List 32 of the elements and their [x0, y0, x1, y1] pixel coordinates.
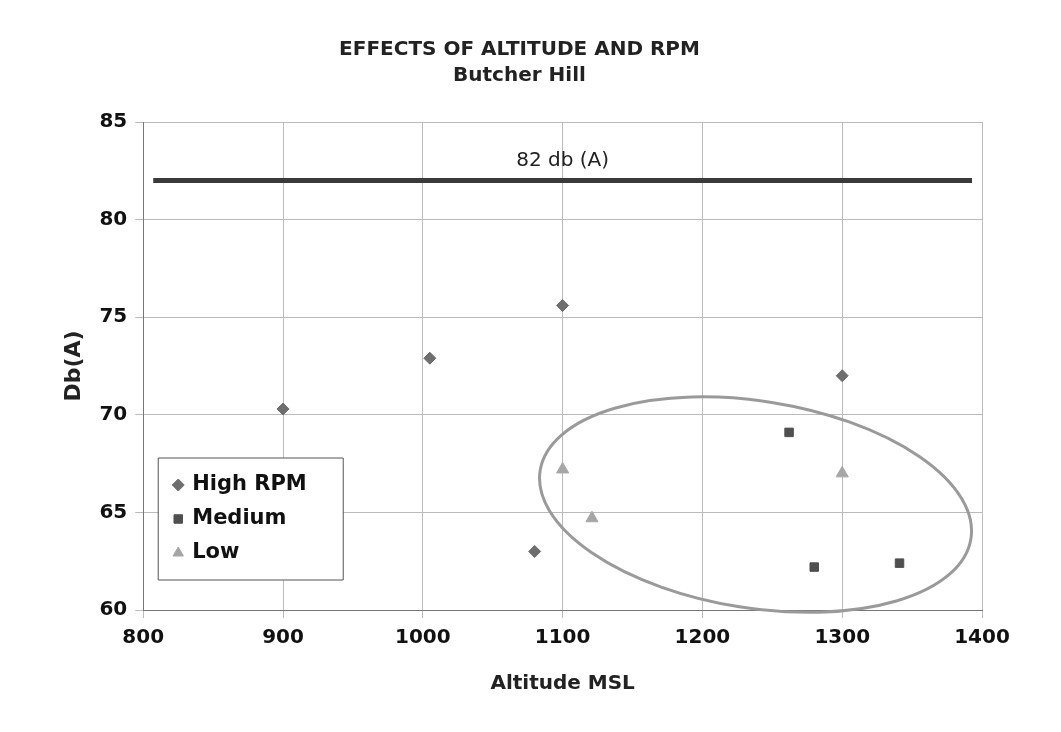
y-tick-label: 65 — [99, 498, 128, 523]
y-axis-title: Db(A) — [59, 330, 85, 402]
point — [276, 402, 290, 416]
x-tick-label: 1000 — [394, 624, 451, 649]
legend-label: High RPM — [192, 471, 307, 496]
y-tick-label: 75 — [99, 303, 128, 328]
y-tick-label: 60 — [99, 596, 128, 621]
point — [835, 369, 849, 383]
x-tick-label: 900 — [262, 624, 304, 649]
y-tick-label: 70 — [99, 401, 128, 425]
x-tick-label: 1100 — [534, 624, 591, 649]
point — [835, 465, 849, 478]
point — [809, 562, 819, 572]
point — [894, 558, 905, 568]
chart-title: EFFECTS OF ALTITUDE AND RPM — [339, 36, 700, 61]
legend-label: Medium — [192, 505, 287, 530]
ref-line-label: 82 db (A) — [516, 146, 610, 171]
x-tick-label: 1400 — [954, 624, 1010, 649]
point — [556, 298, 570, 312]
point — [556, 461, 570, 474]
legend-label: Low — [192, 539, 240, 564]
x-tick-label: 800 — [122, 624, 165, 649]
point — [528, 544, 542, 558]
point — [585, 510, 599, 523]
x-axis-title: Altitude MSL — [490, 670, 636, 695]
point — [784, 427, 794, 438]
y-tick-label: 80 — [99, 205, 128, 230]
y-tick-label: 85 — [99, 108, 128, 133]
point — [423, 351, 437, 365]
chart-subtitle: Butcher Hill — [453, 62, 586, 87]
x-tick-label: 1200 — [674, 624, 731, 649]
x-tick-label: 1300 — [814, 624, 871, 649]
